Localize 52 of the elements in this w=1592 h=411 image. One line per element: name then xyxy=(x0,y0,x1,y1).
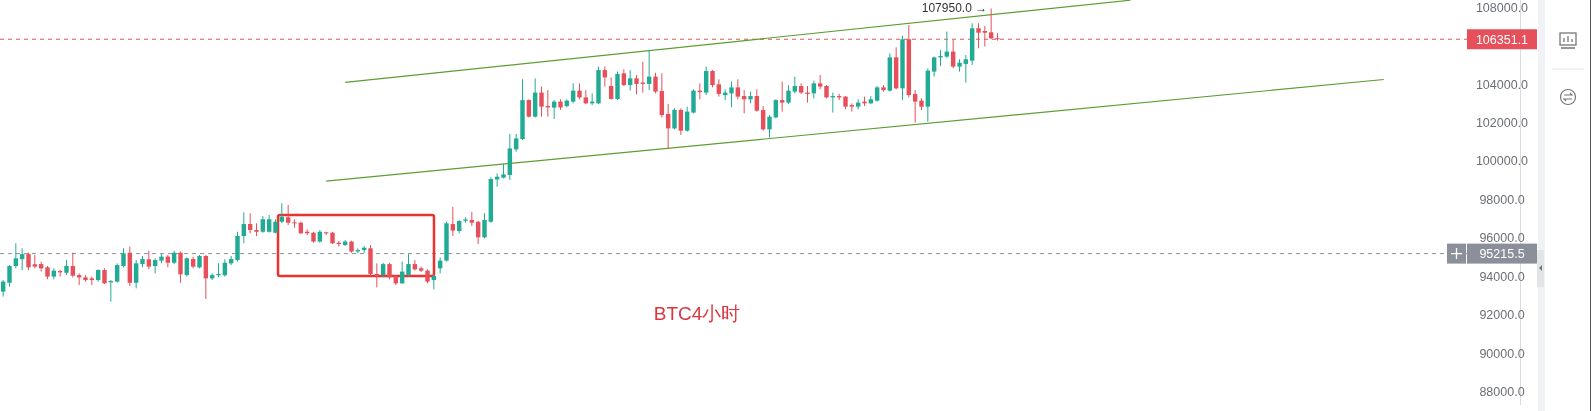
candlestick xyxy=(241,211,247,244)
y-tick-label: 102000.0 xyxy=(1475,116,1529,130)
candlestick xyxy=(13,242,19,269)
candlestick xyxy=(482,212,487,239)
candlestick xyxy=(121,247,126,268)
candlestick xyxy=(539,86,544,118)
candlestick xyxy=(146,250,152,270)
candlestick xyxy=(450,206,456,237)
candlestick xyxy=(963,54,969,84)
candlestick xyxy=(653,72,658,94)
y-tick-label: 94000.0 xyxy=(1479,269,1525,284)
y-tick-label: 98000.0 xyxy=(1479,193,1525,207)
candlestick xyxy=(178,251,183,284)
candlestick xyxy=(292,218,297,229)
candlestick xyxy=(7,264,12,288)
y-tick-label: 96000.0 xyxy=(1479,231,1525,246)
candlestick xyxy=(944,31,950,59)
candlestick xyxy=(779,81,785,113)
y-tick-label: 90000.0 xyxy=(1479,346,1525,361)
y-tick-label: 100000.0 xyxy=(1475,154,1529,169)
candlestick xyxy=(703,66,709,96)
candlestick xyxy=(754,88,760,113)
annotation: 107950.0 → xyxy=(921,1,988,16)
y-tick-label: 92000.0 xyxy=(1479,308,1525,323)
candlestick xyxy=(684,106,690,133)
candlestick xyxy=(184,256,190,278)
y-tick-label: 104000.0 xyxy=(1475,77,1529,92)
candlestick xyxy=(786,84,791,105)
candlestick xyxy=(691,88,696,114)
candlestick xyxy=(247,212,253,234)
candlestick xyxy=(285,204,291,226)
candlestick xyxy=(678,107,684,136)
candlestick xyxy=(279,202,285,224)
candlestick xyxy=(634,74,639,95)
ref-line-label: 95215.5 xyxy=(1479,247,1525,262)
candlestick xyxy=(627,69,633,92)
candlestick xyxy=(767,114,772,138)
candlestick xyxy=(114,262,120,284)
candlestick xyxy=(735,78,741,100)
candlestick xyxy=(551,99,557,120)
ref-line-label: 106351.1 xyxy=(1475,32,1529,47)
text: BTC4小时 xyxy=(653,303,741,324)
candlestick xyxy=(70,252,76,278)
candlestick xyxy=(406,253,411,278)
candlestick xyxy=(570,82,576,104)
candlestick xyxy=(19,247,25,271)
candlestick xyxy=(672,107,677,130)
candlestick xyxy=(729,81,734,108)
candlestick xyxy=(133,259,139,289)
candlestick xyxy=(912,89,918,124)
y-tick-label: 108000.0 xyxy=(1475,0,1529,15)
y-tick-label: 88000.0 xyxy=(1479,385,1525,400)
